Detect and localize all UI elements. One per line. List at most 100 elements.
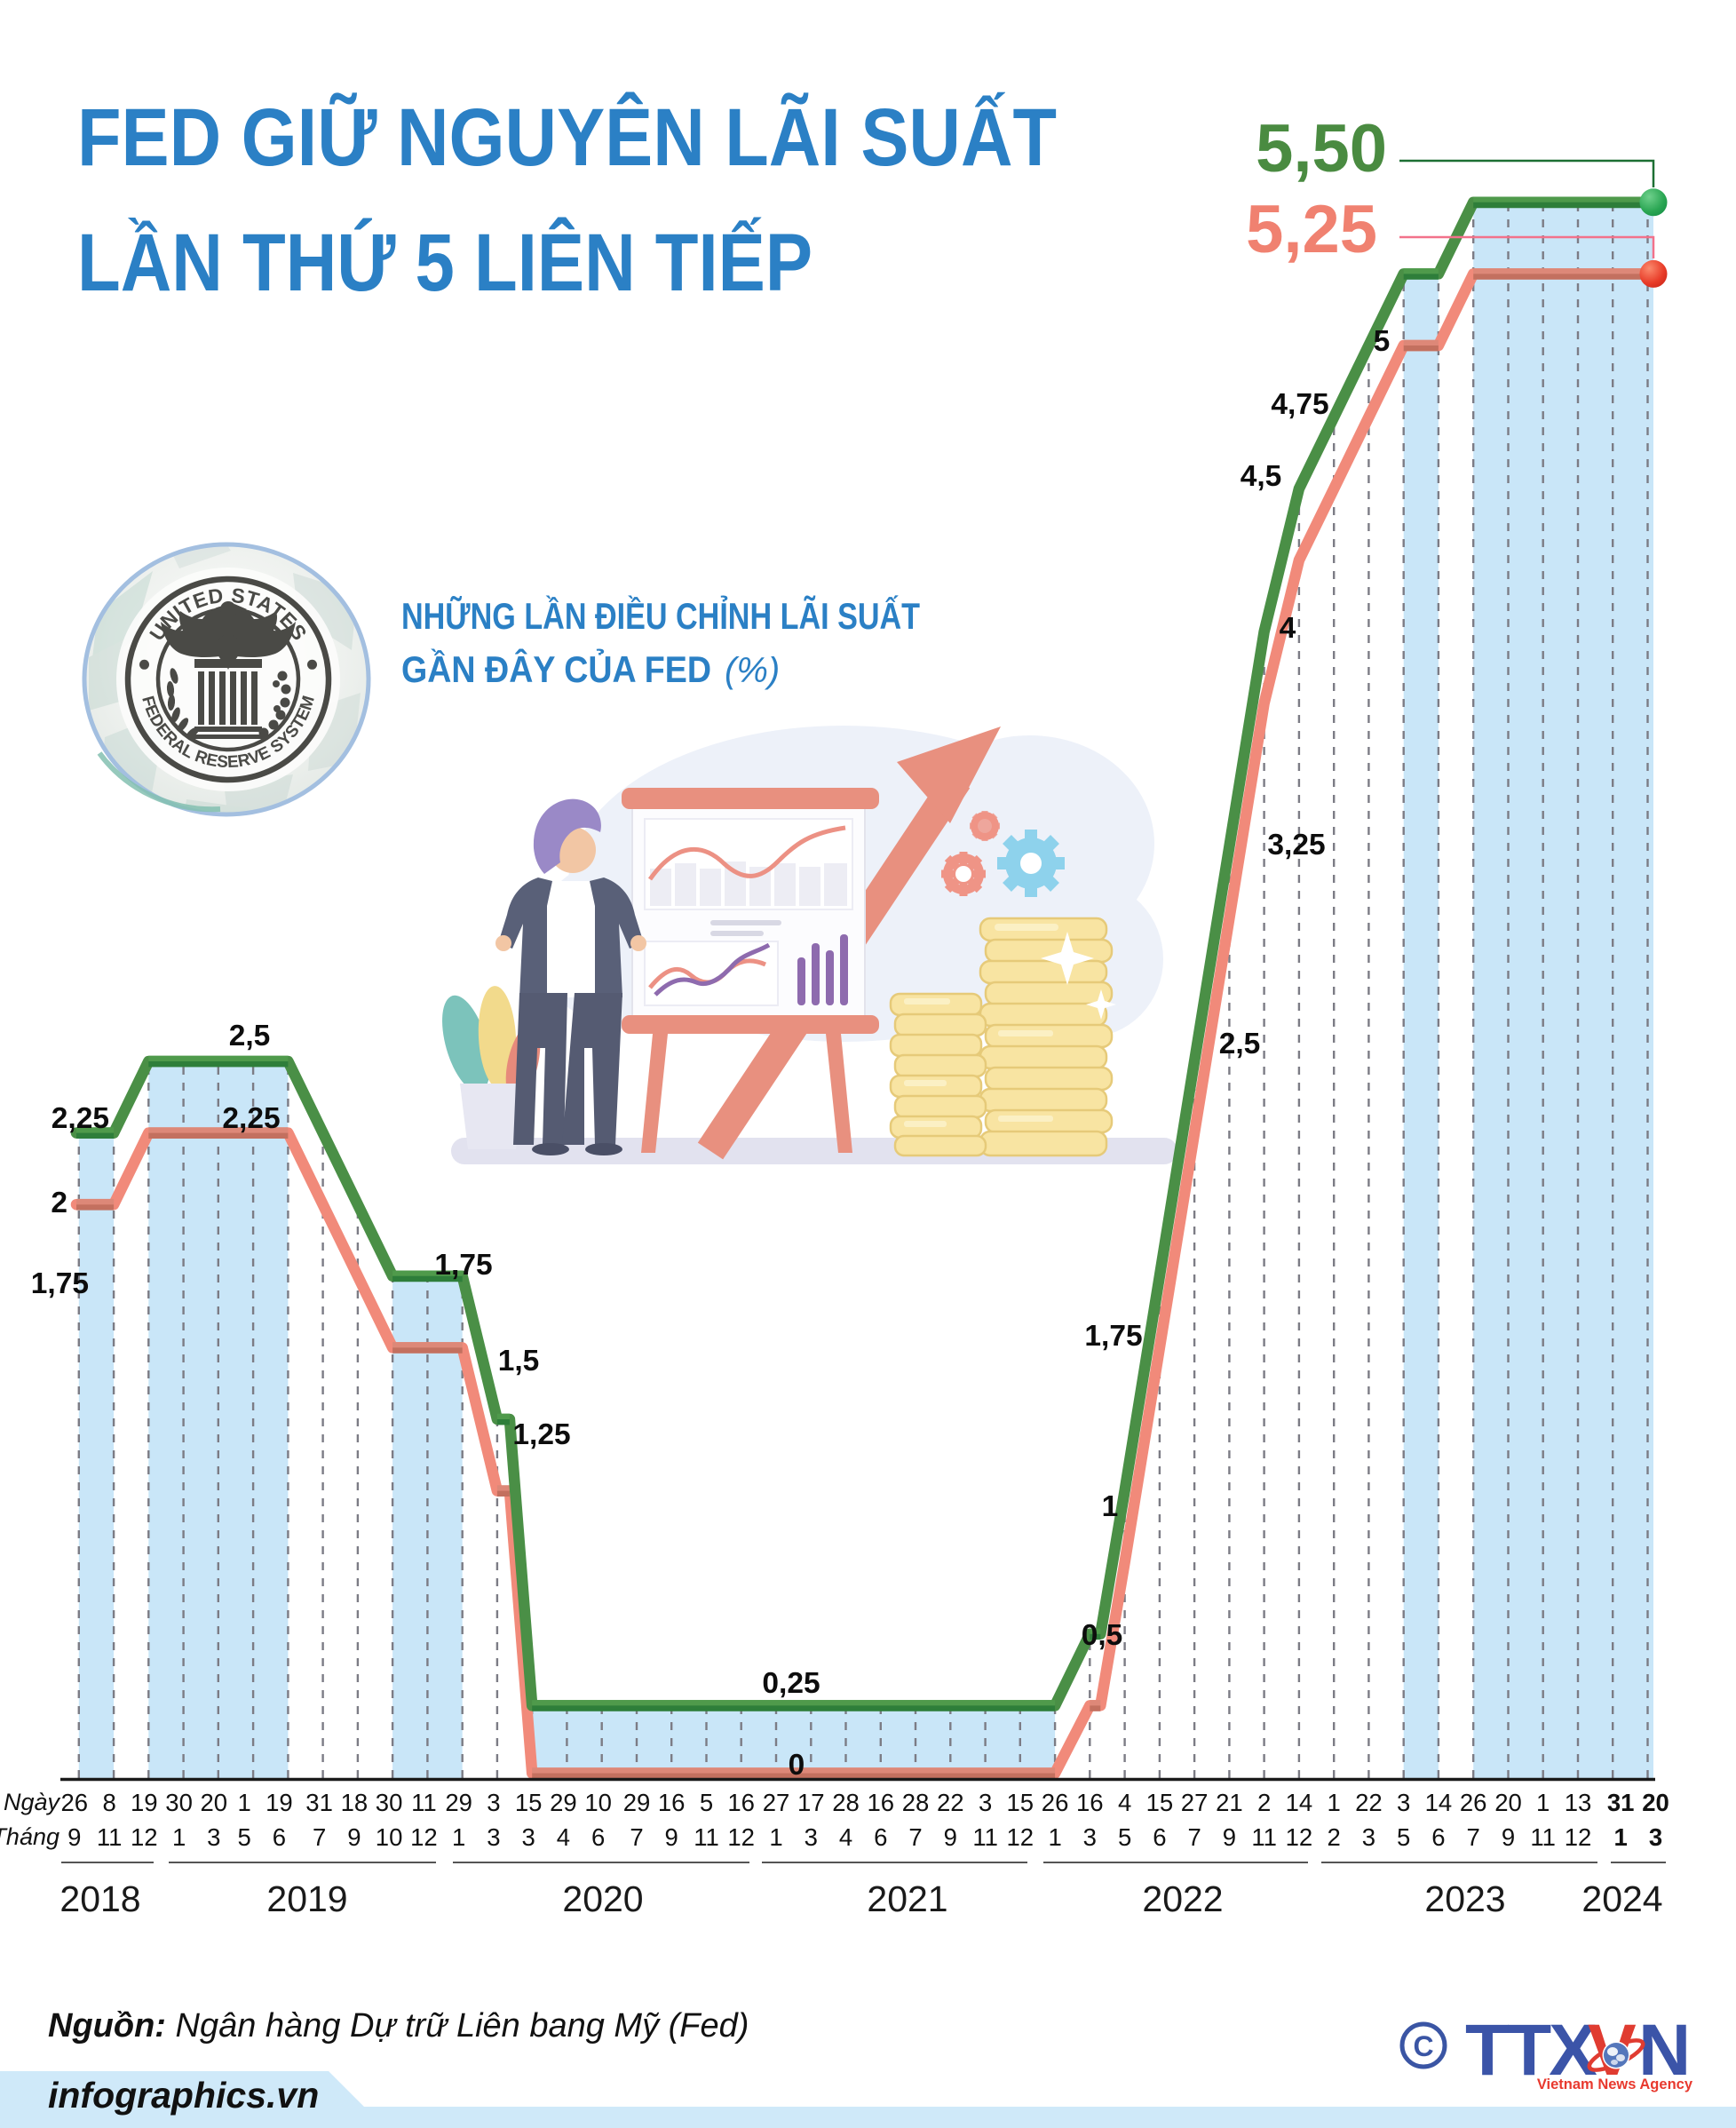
svg-text:12: 12 — [410, 1823, 438, 1851]
svg-text:1: 1 — [1536, 1789, 1550, 1816]
svg-text:2018: 2018 — [59, 1878, 140, 1919]
svg-text:7: 7 — [1187, 1823, 1201, 1851]
svg-text:13: 13 — [1565, 1789, 1592, 1816]
svg-text:19: 19 — [131, 1789, 158, 1816]
svg-text:2021: 2021 — [867, 1878, 947, 1919]
svg-text:5,50: 5,50 — [1256, 111, 1387, 187]
svg-text:2024: 2024 — [1581, 1878, 1662, 1919]
svg-text:3: 3 — [207, 1823, 220, 1851]
svg-text:2,25: 2,25 — [222, 1102, 280, 1135]
svg-text:7: 7 — [908, 1823, 922, 1851]
svg-text:11: 11 — [972, 1823, 998, 1851]
svg-text:3: 3 — [1649, 1823, 1662, 1851]
svg-text:6: 6 — [874, 1823, 887, 1851]
svg-text:1: 1 — [1614, 1823, 1628, 1851]
svg-text:3,25: 3,25 — [1267, 829, 1325, 862]
svg-text:C: C — [1413, 2030, 1433, 2062]
svg-text:10: 10 — [376, 1823, 403, 1851]
svg-text:infographics.vn: infographics.vn — [48, 2075, 319, 2116]
svg-text:15: 15 — [515, 1789, 543, 1816]
svg-text:30: 30 — [376, 1789, 403, 1816]
svg-text:4: 4 — [839, 1823, 852, 1851]
svg-text:14: 14 — [1286, 1789, 1313, 1816]
svg-text:2,25: 2,25 — [52, 1102, 109, 1135]
svg-text:2022: 2022 — [1142, 1878, 1223, 1919]
svg-text:26: 26 — [1460, 1789, 1487, 1816]
svg-text:26: 26 — [61, 1789, 89, 1816]
svg-text:3: 3 — [1083, 1823, 1097, 1851]
svg-text:12: 12 — [1565, 1823, 1592, 1851]
svg-text:1,5: 1,5 — [498, 1345, 540, 1378]
svg-text:9: 9 — [944, 1823, 957, 1851]
svg-text:7: 7 — [1467, 1823, 1480, 1851]
svg-text:9: 9 — [67, 1823, 81, 1851]
svg-text:2: 2 — [51, 1187, 67, 1219]
svg-text:6: 6 — [591, 1823, 605, 1851]
svg-text:22: 22 — [937, 1789, 964, 1816]
svg-text:N: N — [1638, 2010, 1691, 2091]
svg-text:1: 1 — [1328, 1789, 1341, 1816]
svg-text:31: 31 — [305, 1789, 333, 1816]
svg-text:5: 5 — [1118, 1823, 1131, 1851]
svg-text:FED GIỮ NGUYÊN LÃI SUẤT: FED GIỮ NGUYÊN LÃI SUẤT — [77, 91, 1057, 183]
svg-text:1: 1 — [1102, 1490, 1119, 1523]
svg-text:11: 11 — [1530, 1823, 1556, 1851]
svg-text:3: 3 — [979, 1789, 992, 1816]
svg-text:20: 20 — [201, 1789, 228, 1816]
svg-text:5: 5 — [700, 1789, 713, 1816]
svg-text:1,75: 1,75 — [31, 1267, 89, 1300]
svg-text:16: 16 — [1076, 1789, 1104, 1816]
svg-text:16: 16 — [727, 1789, 755, 1816]
svg-text:NHỮNG LẦN ĐIỀU CHỈNH LÃI SUẤT: NHỮNG LẦN ĐIỀU CHỈNH LÃI SUẤT — [401, 594, 920, 637]
svg-text:29: 29 — [550, 1789, 577, 1816]
svg-text:2023: 2023 — [1424, 1878, 1505, 1919]
svg-text:12: 12 — [131, 1823, 158, 1851]
svg-text:5,25: 5,25 — [1246, 192, 1377, 267]
svg-text:1,75: 1,75 — [434, 1249, 492, 1282]
svg-text:16: 16 — [868, 1789, 895, 1816]
svg-text:29: 29 — [445, 1789, 472, 1816]
svg-text:28: 28 — [832, 1789, 860, 1816]
svg-text:15: 15 — [1007, 1789, 1034, 1816]
svg-text:15: 15 — [1146, 1789, 1174, 1816]
svg-text:26: 26 — [1042, 1789, 1069, 1816]
svg-text:10: 10 — [584, 1789, 612, 1816]
svg-text:20: 20 — [1642, 1789, 1669, 1816]
svg-text:21: 21 — [1216, 1789, 1243, 1816]
svg-text:11: 11 — [97, 1823, 123, 1851]
svg-text:8: 8 — [102, 1789, 115, 1816]
svg-text:2: 2 — [1328, 1823, 1341, 1851]
svg-text:29: 29 — [623, 1789, 651, 1816]
svg-text:2: 2 — [1257, 1789, 1271, 1816]
svg-text:2019: 2019 — [266, 1878, 347, 1919]
svg-text:3: 3 — [1362, 1823, 1375, 1851]
svg-text:6: 6 — [1431, 1823, 1445, 1851]
svg-text:22: 22 — [1355, 1789, 1383, 1816]
svg-text:20: 20 — [1494, 1789, 1522, 1816]
svg-text:TTX: TTX — [1465, 2010, 1597, 2091]
svg-text:18: 18 — [341, 1789, 369, 1816]
svg-text:11: 11 — [694, 1823, 719, 1851]
svg-text:4: 4 — [557, 1823, 570, 1851]
svg-text:6: 6 — [273, 1823, 286, 1851]
svg-text:1,75: 1,75 — [1084, 1320, 1142, 1353]
svg-text:(%): (%) — [725, 651, 780, 690]
svg-text:19: 19 — [266, 1789, 293, 1816]
svg-text:30: 30 — [165, 1789, 193, 1816]
svg-text:11: 11 — [411, 1789, 437, 1816]
svg-text:27: 27 — [763, 1789, 790, 1816]
svg-text:3: 3 — [1397, 1789, 1410, 1816]
svg-text:4,5: 4,5 — [1241, 460, 1282, 493]
svg-text:16: 16 — [658, 1789, 686, 1816]
svg-text:4: 4 — [1118, 1789, 1131, 1816]
svg-text:LẦN THỨ 5 LIÊN TIẾP: LẦN THỨ 5 LIÊN TIẾP — [77, 216, 813, 308]
svg-text:5: 5 — [1397, 1823, 1410, 1851]
svg-text:9: 9 — [347, 1823, 361, 1851]
svg-text:1: 1 — [237, 1789, 250, 1816]
svg-text:12: 12 — [1286, 1823, 1313, 1851]
svg-text:3: 3 — [805, 1823, 818, 1851]
svg-text:1: 1 — [452, 1823, 465, 1851]
svg-text:9: 9 — [665, 1823, 678, 1851]
svg-text:12: 12 — [727, 1823, 755, 1851]
svg-text:2,5: 2,5 — [1219, 1028, 1261, 1060]
